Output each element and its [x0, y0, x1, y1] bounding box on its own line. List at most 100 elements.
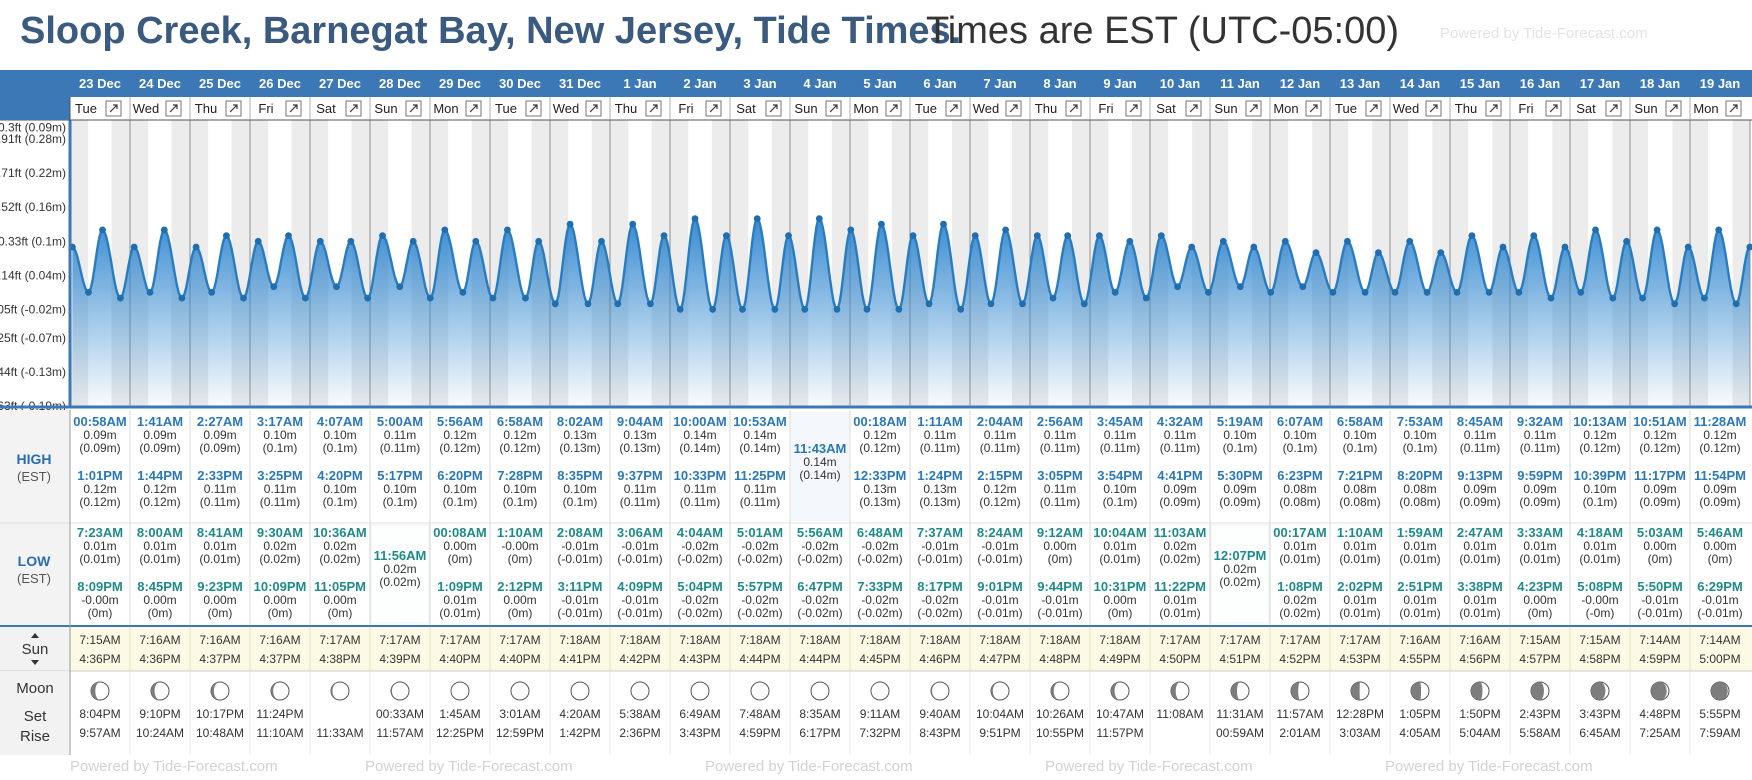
expand-day-button[interactable]: [825, 100, 842, 117]
tide-time: 5:56AM: [797, 525, 843, 540]
tide-point: [815, 215, 823, 223]
tide-time: 9:04AM: [617, 414, 663, 429]
tide-point: [1236, 283, 1244, 291]
tide-height-m: 0.14m: [683, 428, 716, 442]
tide-height-m: 0.11m: [384, 428, 416, 442]
tide-time: 10:09PM: [254, 579, 307, 594]
sunrise-time: 7:15AM: [1519, 633, 1560, 647]
tide-height-alt: (0.01m): [139, 552, 180, 566]
expand-icon: [349, 104, 358, 113]
expand-day-button[interactable]: [405, 100, 422, 117]
date-label: 11 Jan: [1220, 76, 1260, 91]
expand-day-button[interactable]: [1065, 100, 1082, 117]
sunrise-time: 7:18AM: [799, 633, 840, 647]
expand-day-button[interactable]: [1425, 100, 1442, 117]
tide-height-m: 0.14m: [803, 455, 836, 469]
date-label: 2 Jan: [683, 76, 716, 91]
tide-height-m: 0.11m: [624, 482, 656, 496]
tide-height-m: 0.09m: [1163, 482, 1196, 496]
expand-day-button[interactable]: [285, 100, 302, 117]
expand-day-button[interactable]: [465, 100, 482, 117]
tide-height-m: 0.13m: [863, 482, 896, 496]
low-tide-entry: 3:06AM-0.01m(-0.01m): [617, 525, 663, 566]
expand-day-button[interactable]: [1365, 100, 1382, 117]
tide-time: 9:44PM: [1037, 579, 1083, 594]
expand-day-button[interactable]: [1545, 100, 1562, 117]
sunset-time: 5:00PM: [1699, 652, 1740, 666]
expand-day-button[interactable]: [225, 100, 242, 117]
expand-day-button[interactable]: [1245, 100, 1262, 117]
tide-time: 6:58AM: [1337, 414, 1383, 429]
tide-height-m: 0.01m: [1103, 539, 1136, 553]
expand-day-button[interactable]: [945, 100, 962, 117]
tide-height-alt: (0m): [328, 606, 353, 620]
tide-point: [676, 306, 684, 313]
tide-height-m: 0.00m: [1103, 593, 1136, 607]
tide-height-m: 0.12m: [443, 428, 476, 442]
expand-day-button[interactable]: [525, 100, 542, 117]
expand-day-button[interactable]: [1605, 100, 1622, 117]
tide-height-m: 0.01m: [1583, 539, 1616, 553]
tide-time: 5:56AM: [437, 414, 483, 429]
tide-point: [1391, 289, 1399, 296]
expand-day-button[interactable]: [1485, 100, 1502, 117]
weekday-label: Thu: [615, 101, 637, 116]
tide-point: [1188, 243, 1196, 251]
footer-watermark: Powered by Tide-Forecast.com Powered by …: [0, 755, 1752, 780]
tide-point: [160, 226, 168, 234]
tide-height-m: -0.01m: [921, 539, 958, 553]
y-tick-label: 0.3ft (0.09m): [0, 121, 66, 135]
tide-height-m: 0.09m: [143, 428, 176, 442]
weekday-label: Tue: [915, 101, 937, 116]
tide-time: 00:08AM: [433, 525, 486, 540]
tide-time: 1:10AM: [497, 525, 543, 540]
tide-height-m: 0.09m: [1223, 482, 1256, 496]
expand-day-button[interactable]: [885, 100, 902, 117]
expand-day-button[interactable]: [705, 100, 722, 117]
tide-time: 5:08PM: [1577, 579, 1623, 594]
tide-height-alt: (0.13m): [619, 441, 660, 455]
tide-height-alt: (0.11m): [680, 495, 720, 509]
expand-day-button[interactable]: [585, 100, 602, 117]
tide-height-m: 0.11m: [1104, 428, 1136, 442]
tide-point: [1485, 289, 1493, 296]
expand-icon: [1129, 104, 1138, 113]
expand-day-button[interactable]: [1005, 100, 1022, 117]
expand-day-button[interactable]: [1725, 100, 1742, 117]
low-tide-entry: 2:08AM-0.01m(-0.01m): [557, 525, 603, 566]
tide-time: 3:38PM: [1457, 579, 1503, 594]
tide-height-m: -0.02m: [741, 539, 778, 553]
expand-day-button[interactable]: [165, 100, 182, 117]
expand-day-button[interactable]: [105, 100, 122, 117]
tide-height-m: 0.11m: [744, 482, 776, 496]
expand-day-button[interactable]: [345, 100, 362, 117]
tide-height-alt: (0.02m): [1279, 606, 1320, 620]
tide-height-alt: (0.1m): [443, 495, 478, 509]
moon-phase-icon: [630, 681, 650, 701]
expand-day-button[interactable]: [1305, 100, 1322, 117]
tide-height-alt: (0.02m): [259, 552, 300, 566]
y-tick-label: 0.14ft (0.04m): [0, 268, 66, 282]
moonset-time: 1:50PM: [1459, 707, 1500, 721]
expand-icon: [1429, 104, 1438, 113]
tide-height-alt: (0.11m): [1040, 495, 1080, 509]
tide-height-m: -0.01m: [1701, 593, 1738, 607]
tide-height-alt: (0.11m): [380, 441, 420, 455]
tide-height-alt: (0m): [1648, 552, 1673, 566]
expand-day-button[interactable]: [765, 100, 782, 117]
tide-point: [1142, 294, 1150, 302]
expand-day-button[interactable]: [1185, 100, 1202, 117]
moon-rise-label: Rise: [20, 728, 50, 745]
expand-day-button[interactable]: [1125, 100, 1142, 117]
sunset-time: 4:44PM: [739, 652, 780, 666]
expand-day-button[interactable]: [645, 100, 662, 117]
expand-day-button[interactable]: [1665, 100, 1682, 117]
tide-height-m: 0.13m: [923, 482, 956, 496]
